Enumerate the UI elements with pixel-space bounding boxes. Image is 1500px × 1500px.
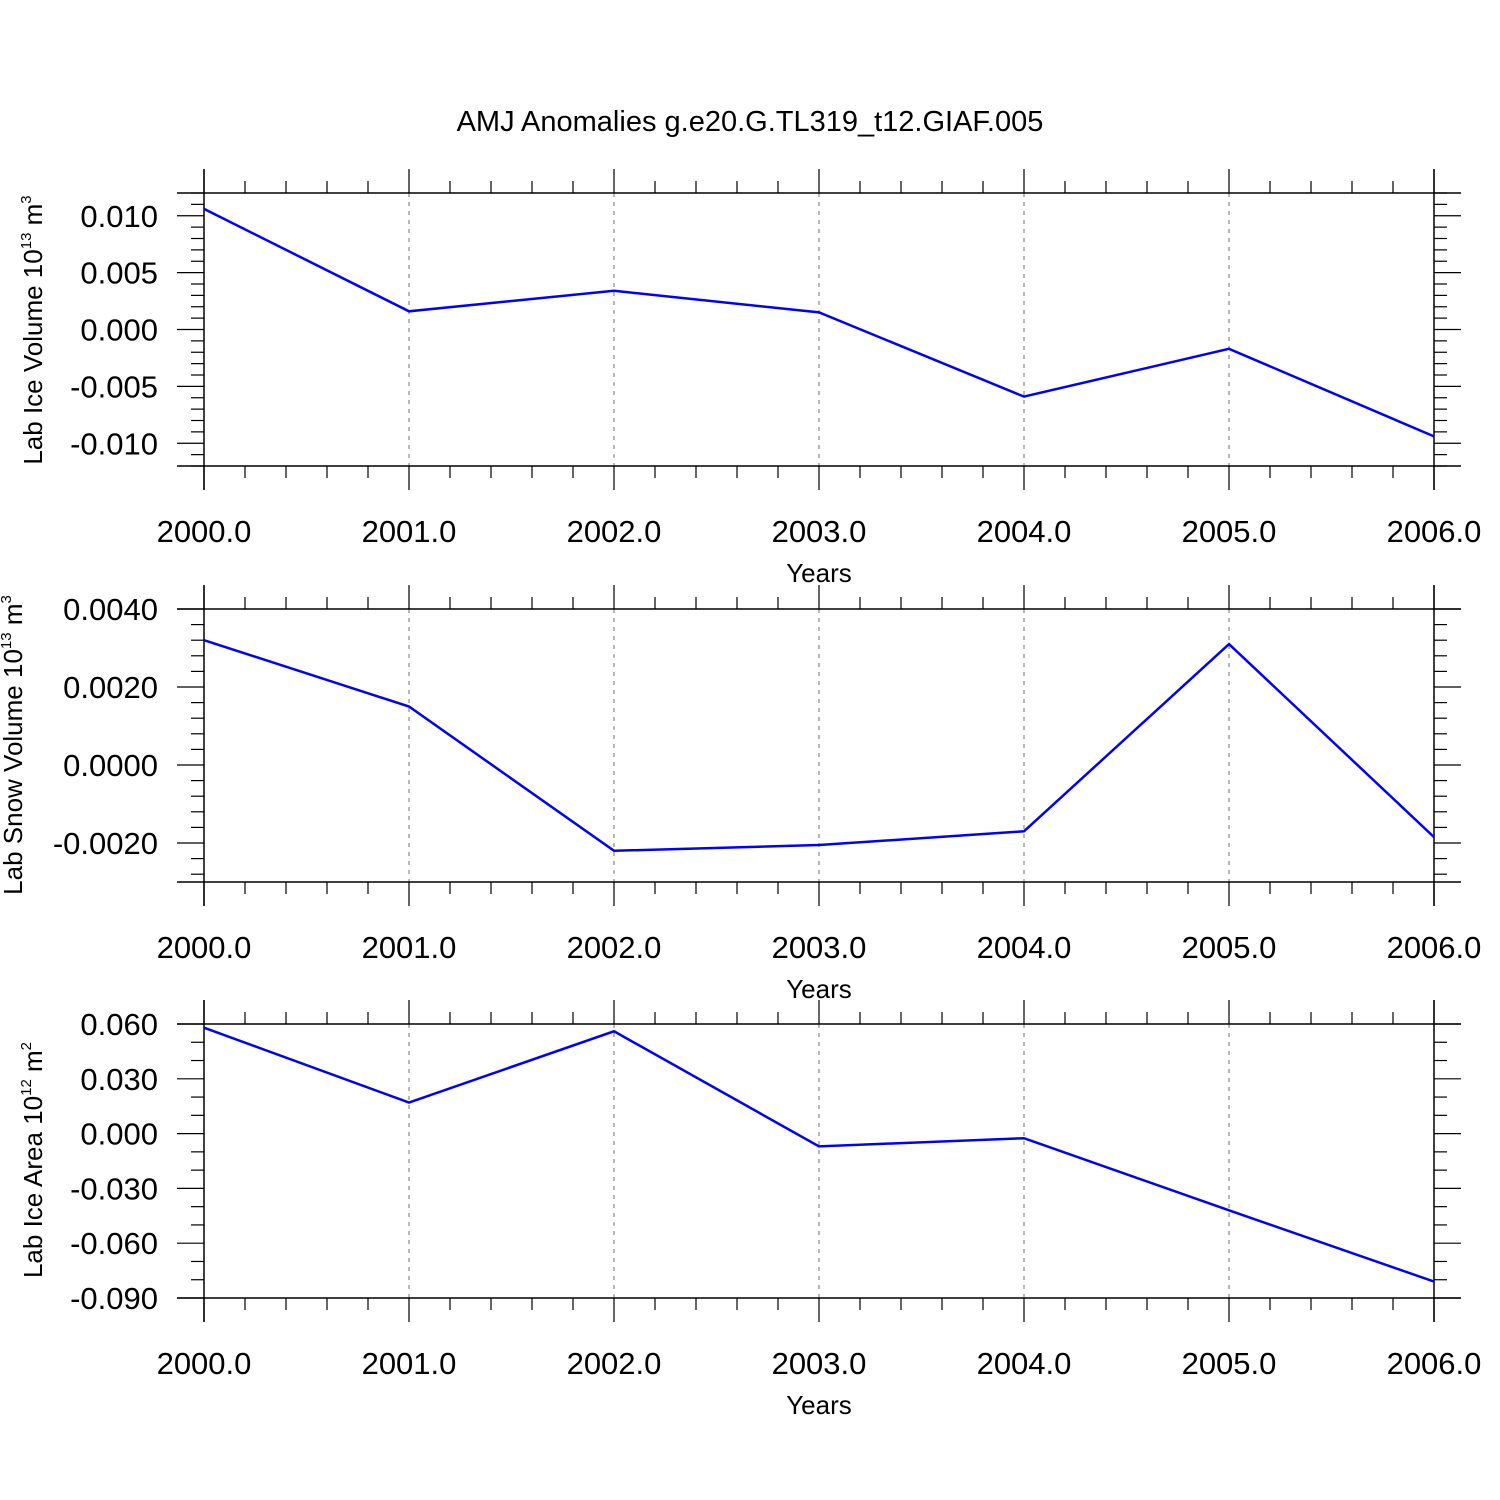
x-tick-label: 2000.0	[157, 514, 252, 549]
y-tick-label: -0.060	[70, 1226, 158, 1261]
x-tick-label: 2006.0	[1387, 1346, 1482, 1381]
y-tick-label: 0.000	[80, 1117, 158, 1152]
y-tick-label: 0.0020	[63, 670, 158, 705]
y-tick-label: 0.030	[80, 1062, 158, 1097]
x-tick-label: 2003.0	[772, 930, 867, 965]
y-tick-label: 0.0000	[63, 748, 158, 783]
x-tick-label: 2004.0	[977, 1346, 1072, 1381]
y-tick-label: 0.060	[80, 1007, 158, 1042]
y-axis-label: Lab Ice Area 1012 m2	[18, 1042, 48, 1278]
panel-1: 2000.0 2001.0 2002.0 2003.0 2004.0 2005.0 2006…	[18, 169, 1481, 588]
panel-2: 2000.0 2001.0 2002.0 2003.0 2004.0 2005.0 2006…	[0, 585, 1481, 1004]
y-tick-label: 0.005	[80, 256, 158, 291]
x-axis-label: Years	[786, 1390, 852, 1420]
x-tick-label: 2005.0	[1182, 1346, 1277, 1381]
panel-3: 2000.0 2001.0 2002.0 2003.0 2004.0 2005.0 2006…	[18, 1000, 1481, 1420]
figure-title: AMJ Anomalies g.e20.G.TL319_t12.GIAF.005	[457, 106, 1044, 138]
x-tick-label: 2000.0	[157, 930, 252, 965]
x-tick-label: 2005.0	[1182, 930, 1277, 965]
x-axis-label: Years	[786, 558, 852, 588]
x-tick-label: 2002.0	[567, 1346, 662, 1381]
y-tick-label: 0.0040	[63, 592, 158, 627]
x-tick-label: 2001.0	[362, 514, 457, 549]
x-tick-label: 2006.0	[1387, 514, 1482, 549]
panels-container: 2000.0 2001.0 2002.0 2003.0 2004.0 2005.0 2006…	[0, 169, 1481, 1420]
x-tick-label: 2005.0	[1182, 514, 1277, 549]
x-tick-label: 2002.0	[567, 930, 662, 965]
y-tick-label: -0.030	[70, 1171, 158, 1206]
y-tick-label: -0.090	[70, 1281, 158, 1316]
x-tick-label: 2006.0	[1387, 930, 1482, 965]
x-tick-label: 2003.0	[772, 514, 867, 549]
x-tick-label: 2004.0	[977, 930, 1072, 965]
y-axis-label: Lab Ice Volume 1013 m3	[18, 195, 48, 464]
x-tick-label: 2001.0	[362, 1346, 457, 1381]
y-tick-label: -0.0020	[53, 826, 158, 861]
x-tick-label: 2004.0	[977, 514, 1072, 549]
y-tick-label: 0.010	[80, 199, 158, 234]
y-axis-label: Lab Snow Volume 1013 m3	[0, 595, 28, 895]
y-tick-label: -0.005	[70, 369, 158, 404]
series-line	[203, 1026, 1435, 1283]
x-tick-label: 2003.0	[772, 1346, 867, 1381]
y-tick-label: 0.000	[80, 313, 158, 348]
y-tick-label: -0.010	[70, 426, 158, 461]
x-tick-label: 2000.0	[157, 1346, 252, 1381]
x-axis-label: Years	[786, 974, 852, 1004]
x-tick-label: 2002.0	[567, 514, 662, 549]
x-tick-label: 2001.0	[362, 930, 457, 965]
